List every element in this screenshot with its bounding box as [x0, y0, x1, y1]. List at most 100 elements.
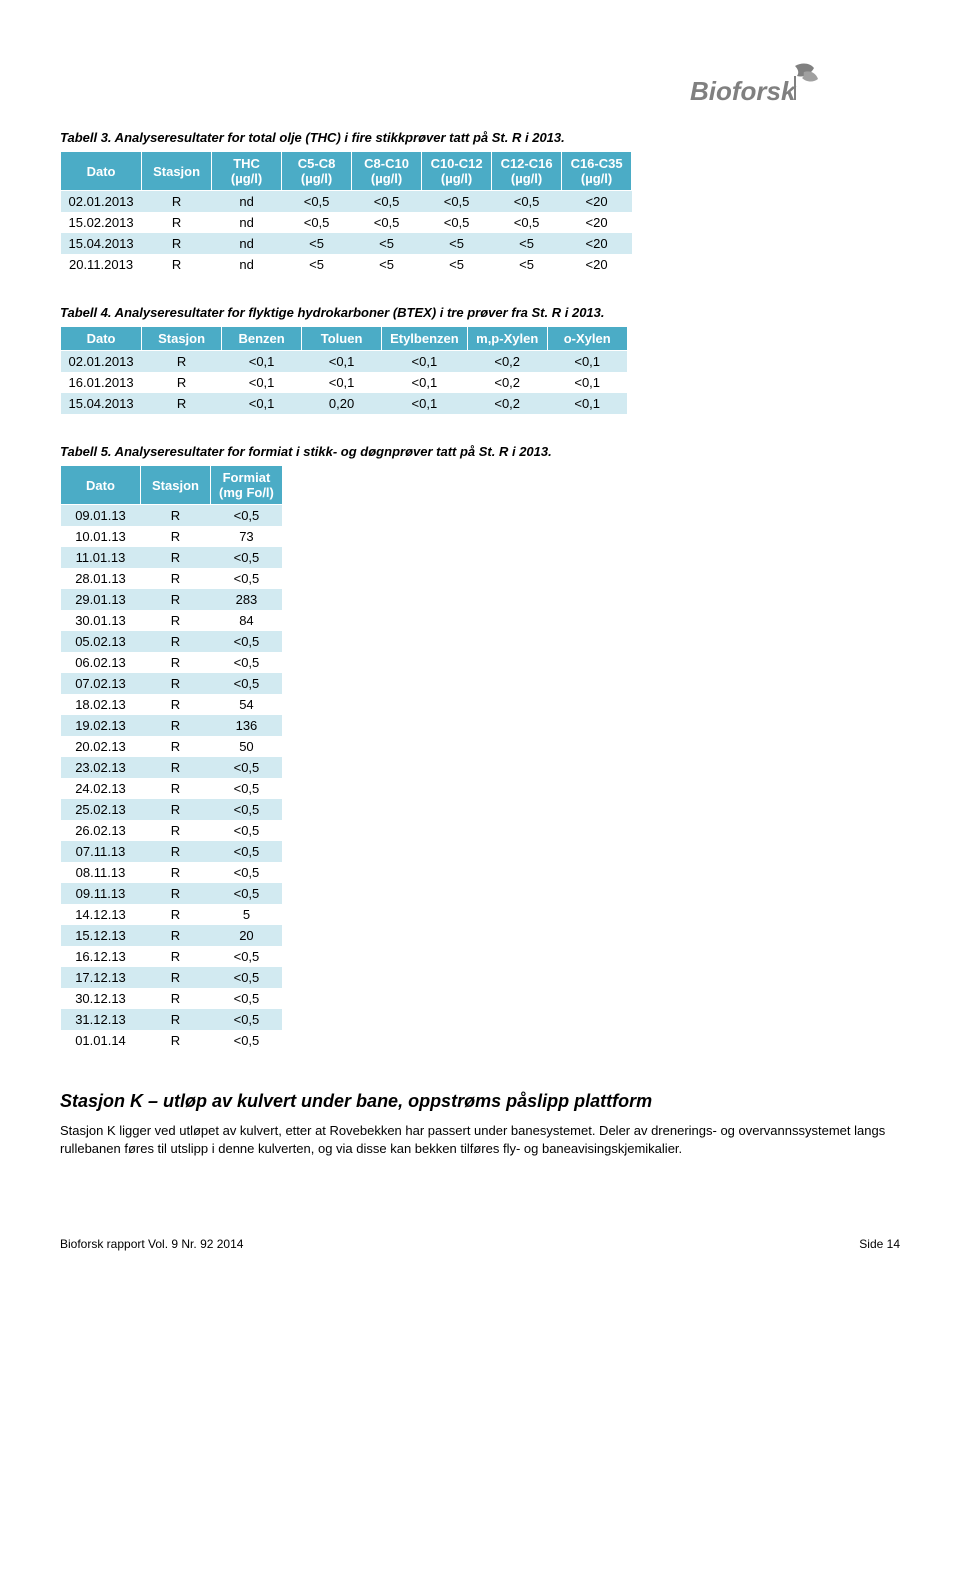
table-cell: 25.02.13	[61, 799, 141, 820]
table-row: 30.01.13R84	[61, 610, 283, 631]
table-cell: R	[141, 547, 211, 568]
table-cell: <0,1	[547, 372, 627, 393]
column-header: Dato	[61, 327, 142, 351]
footer-left: Bioforsk rapport Vol. 9 Nr. 92 2014	[60, 1237, 243, 1251]
table-cell: <0,1	[302, 372, 382, 393]
table-cell: R	[141, 778, 211, 799]
table-cell: <5	[282, 254, 352, 275]
table-cell: <0,5	[211, 799, 283, 820]
table-cell: <0,5	[282, 212, 352, 233]
table4-caption-text: Analyseresultater for flyktige hydrokarb…	[112, 305, 605, 320]
table-cell: <0,5	[211, 1009, 283, 1030]
table-cell: R	[142, 212, 212, 233]
table-cell: <20	[562, 233, 632, 254]
table4-caption-prefix: Tabell 4.	[60, 305, 112, 320]
table3: DatoStasjonTHC(µg/l)C5-C8(µg/l)C8-C10(µg…	[60, 151, 632, 275]
table-cell: 73	[211, 526, 283, 547]
column-header: C8-C10(µg/l)	[352, 152, 422, 191]
table-cell: R	[141, 841, 211, 862]
table-cell: <0,2	[467, 372, 547, 393]
table-cell: 07.02.13	[61, 673, 141, 694]
table-cell: <0,5	[211, 946, 283, 967]
table-cell: 02.01.2013	[61, 191, 142, 213]
table-cell: <0,1	[222, 372, 302, 393]
table-cell: <5	[352, 254, 422, 275]
table-cell: 24.02.13	[61, 778, 141, 799]
table-cell: 30.12.13	[61, 988, 141, 1009]
table-cell: R	[142, 351, 222, 373]
table-cell: <0,5	[352, 191, 422, 213]
table-cell: R	[141, 736, 211, 757]
table-cell: 136	[211, 715, 283, 736]
table-cell: <0,5	[352, 212, 422, 233]
table-cell: 29.01.13	[61, 589, 141, 610]
table-cell: <5	[492, 254, 562, 275]
table-cell: R	[141, 610, 211, 631]
column-header: Stasjon	[141, 466, 211, 505]
column-header: Dato	[61, 466, 141, 505]
table-cell: 5	[211, 904, 283, 925]
table-cell: <0,2	[467, 393, 547, 414]
table-cell: <20	[562, 212, 632, 233]
table-row: 19.02.13R136	[61, 715, 283, 736]
table-cell: nd	[212, 233, 282, 254]
table-row: 09.01.13R<0,5	[61, 505, 283, 527]
table-cell: 0,20	[302, 393, 382, 414]
table-row: 20.11.2013Rnd<5<5<5<5<20	[61, 254, 632, 275]
table-cell: <5	[422, 233, 492, 254]
table-cell: <20	[562, 191, 632, 213]
table4-caption: Tabell 4. Analyseresultater for flyktige…	[60, 305, 900, 320]
table-cell: <0,5	[211, 757, 283, 778]
table-row: 16.12.13R<0,5	[61, 946, 283, 967]
column-header: Stasjon	[142, 152, 212, 191]
table-cell: R	[141, 988, 211, 1009]
table-cell: R	[142, 372, 222, 393]
table-row: 23.02.13R<0,5	[61, 757, 283, 778]
page: Bioforsk Tabell 3. Analyseresultater for…	[60, 40, 900, 1251]
table4: DatoStasjonBenzenToluenEtylbenzenm,p-Xyl…	[60, 326, 628, 414]
table-cell: R	[141, 967, 211, 988]
table-cell: <0,5	[211, 862, 283, 883]
table-cell: 09.01.13	[61, 505, 141, 527]
table-cell: <0,1	[302, 351, 382, 373]
column-header: THC(µg/l)	[212, 152, 282, 191]
table-cell: <0,5	[211, 778, 283, 799]
table-cell: <20	[562, 254, 632, 275]
table-cell: <5	[282, 233, 352, 254]
bioforsk-logo: Bioforsk	[690, 60, 840, 113]
table-cell: R	[141, 1009, 211, 1030]
table-cell: <0,5	[422, 191, 492, 213]
table-cell: <0,5	[211, 1030, 283, 1051]
table-cell: 20	[211, 925, 283, 946]
table-cell: 15.04.2013	[61, 233, 142, 254]
table-cell: <0,5	[211, 652, 283, 673]
table-cell: <0,1	[222, 393, 302, 414]
table-cell: <5	[352, 233, 422, 254]
table-cell: R	[141, 1030, 211, 1051]
table-cell: <0,5	[211, 883, 283, 904]
table-row: 02.01.2013R<0,1<0,1<0,1<0,2<0,1	[61, 351, 628, 373]
column-header: C10-C12(µg/l)	[422, 152, 492, 191]
table-cell: 20.11.2013	[61, 254, 142, 275]
column-header: C12-C16(µg/l)	[492, 152, 562, 191]
footer-right: Side 14	[859, 1237, 900, 1251]
table5-caption: Tabell 5. Analyseresultater for formiat …	[60, 444, 900, 459]
table-cell: R	[142, 233, 212, 254]
table-cell: R	[141, 505, 211, 527]
table-cell: 18.02.13	[61, 694, 141, 715]
table-row: 20.02.13R50	[61, 736, 283, 757]
table-cell: R	[141, 757, 211, 778]
table-row: 26.02.13R<0,5	[61, 820, 283, 841]
table-cell: R	[141, 715, 211, 736]
table-cell: 283	[211, 589, 283, 610]
table-cell: <0,5	[282, 191, 352, 213]
table-row: 16.01.2013R<0,1<0,1<0,1<0,2<0,1	[61, 372, 628, 393]
table-cell: <0,1	[222, 351, 302, 373]
table-row: 01.01.14R<0,5	[61, 1030, 283, 1051]
table-cell: R	[141, 946, 211, 967]
table-row: 10.01.13R73	[61, 526, 283, 547]
table-cell: 15.04.2013	[61, 393, 142, 414]
table-cell: R	[141, 694, 211, 715]
table-cell: <0,5	[211, 967, 283, 988]
table-row: 08.11.13R<0,5	[61, 862, 283, 883]
